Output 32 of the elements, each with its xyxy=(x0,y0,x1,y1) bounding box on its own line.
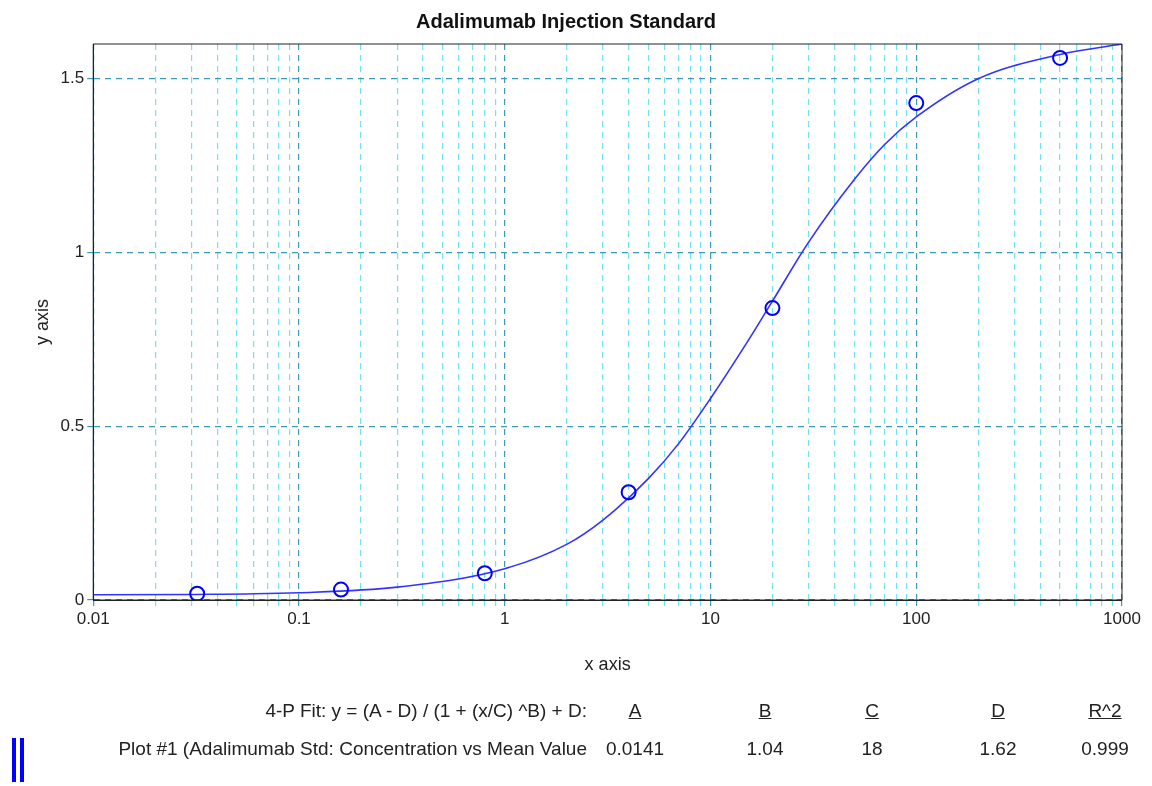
chart-title: Adalimumab Injection Standard xyxy=(415,9,717,32)
y-tick-label: 0 xyxy=(74,589,85,609)
point xyxy=(476,565,493,582)
text: Plot #1 (Adalimumab Std: Concentration vs Mean Value xyxy=(117,738,587,760)
point xyxy=(908,95,925,112)
x-axis-title: x axis xyxy=(584,654,631,675)
x-tick-label: 1000 xyxy=(1103,608,1141,628)
y-axis-title: y axis xyxy=(31,298,52,346)
y-tick-label: 0.5 xyxy=(60,415,85,435)
x-tick-label: 10 xyxy=(701,608,720,628)
text: 4-P Fit: y = (A - D) / (1 + (x/C) ^B) + D: xyxy=(264,700,587,722)
point xyxy=(1052,49,1069,66)
text: B xyxy=(757,700,773,722)
point xyxy=(189,585,206,600)
text: 0.0141 xyxy=(605,738,665,759)
text: C xyxy=(864,700,880,722)
text: 0.999 xyxy=(1080,738,1130,760)
text: R^2 xyxy=(1087,700,1123,722)
x-tick-label: 0.1 xyxy=(287,608,311,628)
text: D xyxy=(990,700,1006,722)
point xyxy=(620,484,637,501)
text: 1.62 xyxy=(978,738,1018,760)
text: 1.04 xyxy=(745,738,785,760)
point xyxy=(764,300,781,317)
point xyxy=(332,581,349,598)
text: A xyxy=(628,700,642,721)
x-tick-label: 100 xyxy=(902,608,931,628)
x-tick-label: 0.01 xyxy=(76,608,110,628)
y-tick-label: 1 xyxy=(74,242,85,262)
y-tick-label: 1.5 xyxy=(60,68,85,88)
x-tick-label: 1 xyxy=(500,608,510,628)
text: 18 xyxy=(860,738,884,760)
